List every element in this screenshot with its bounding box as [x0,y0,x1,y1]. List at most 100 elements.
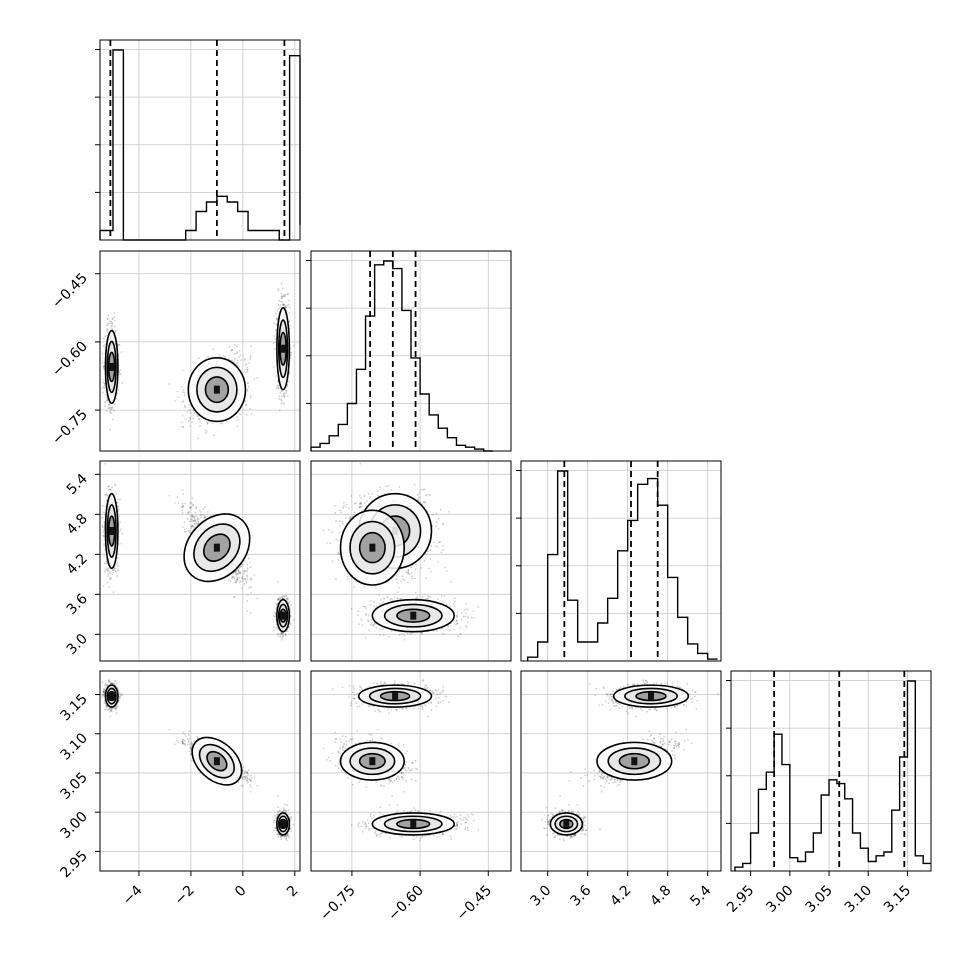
sample-point [191,513,194,516]
sample-point [192,503,195,506]
sample-point [119,369,122,371]
sample-point [280,282,283,285]
sample-point [107,573,110,575]
sample-point [228,345,231,348]
sample-point [104,400,107,403]
sample-point [111,486,114,489]
sample-point [273,335,276,337]
sample-point [244,371,247,374]
sample-point [245,581,248,584]
sample-point [121,381,124,384]
sample-point [101,391,104,394]
sample-point [108,406,111,409]
sample-point [292,344,295,347]
sample-point [246,366,249,369]
sample-point [108,586,111,588]
sample-point [273,322,275,324]
sample-point [279,306,282,309]
sample-point [113,403,116,405]
sample-point [168,383,171,385]
sample-point [241,587,244,590]
sample-point [188,409,191,412]
sample-point [181,421,184,424]
sample-point [115,492,118,495]
sample-point [110,325,113,327]
sample-point [111,322,114,325]
sample-point [238,571,241,574]
sample-point [198,509,201,511]
sample-point [197,357,200,360]
sample-point [246,388,249,391]
sample-point [211,422,214,425]
sample-point [193,517,196,520]
sample-point [253,378,256,380]
sample-point [287,380,290,383]
sample-point [120,351,123,353]
sample-point [247,593,249,596]
sample-point [250,586,252,589]
sample-point [173,400,176,402]
sample-point [277,384,280,387]
sample-point [110,412,112,415]
sample-point [185,418,187,421]
sample-point [189,518,192,520]
sample-point [206,430,208,433]
sample-point [281,395,283,398]
sample-point [236,573,239,576]
sample-point [288,324,291,327]
sample-point [243,582,246,585]
sample-point [242,570,245,573]
sample-point [188,520,191,523]
sample-point [277,287,280,290]
sample-point [277,307,280,310]
sample-point [193,519,196,522]
sample-point [109,577,111,579]
sample-point [244,580,247,583]
sample-point [110,406,113,409]
sample-point [177,502,180,504]
sample-point [184,502,187,505]
sample-point [112,571,115,574]
sample-point [188,425,191,427]
sample-point [250,591,252,594]
sample-point [102,366,105,368]
sample-point [103,384,106,387]
sample-point [234,573,237,576]
sample-point [235,576,238,579]
sample-point [233,596,236,598]
sample-point [288,303,290,306]
sample-point [241,575,244,578]
sample-point [110,320,113,323]
sample-point [197,418,200,421]
sample-point [246,610,248,612]
sample-point [118,371,121,374]
sample-point [104,462,107,465]
sample-point [278,409,281,412]
sample-point [189,506,192,509]
sample-point [104,571,106,573]
sample-point [106,318,109,320]
sample-point [191,497,194,500]
sample-point [181,502,184,505]
sample-point [283,396,286,399]
sample-point [109,428,112,431]
sample-point [114,570,117,572]
sample-point [181,489,184,491]
sample-point [192,417,194,419]
sample-point [239,354,242,357]
sample-point [177,396,180,399]
sample-point [279,304,282,306]
sample-point [283,394,285,397]
sample-point [247,557,250,560]
sample-point [239,413,242,416]
sample-point [244,403,247,406]
sample-point [246,575,248,578]
sample-point [225,420,228,423]
sample-point [247,385,250,388]
sample-point [280,402,283,405]
sample-point [111,573,114,576]
sample-point [272,365,275,368]
sample-point [102,535,105,538]
sample-point [275,323,278,326]
sample-point [115,563,118,566]
